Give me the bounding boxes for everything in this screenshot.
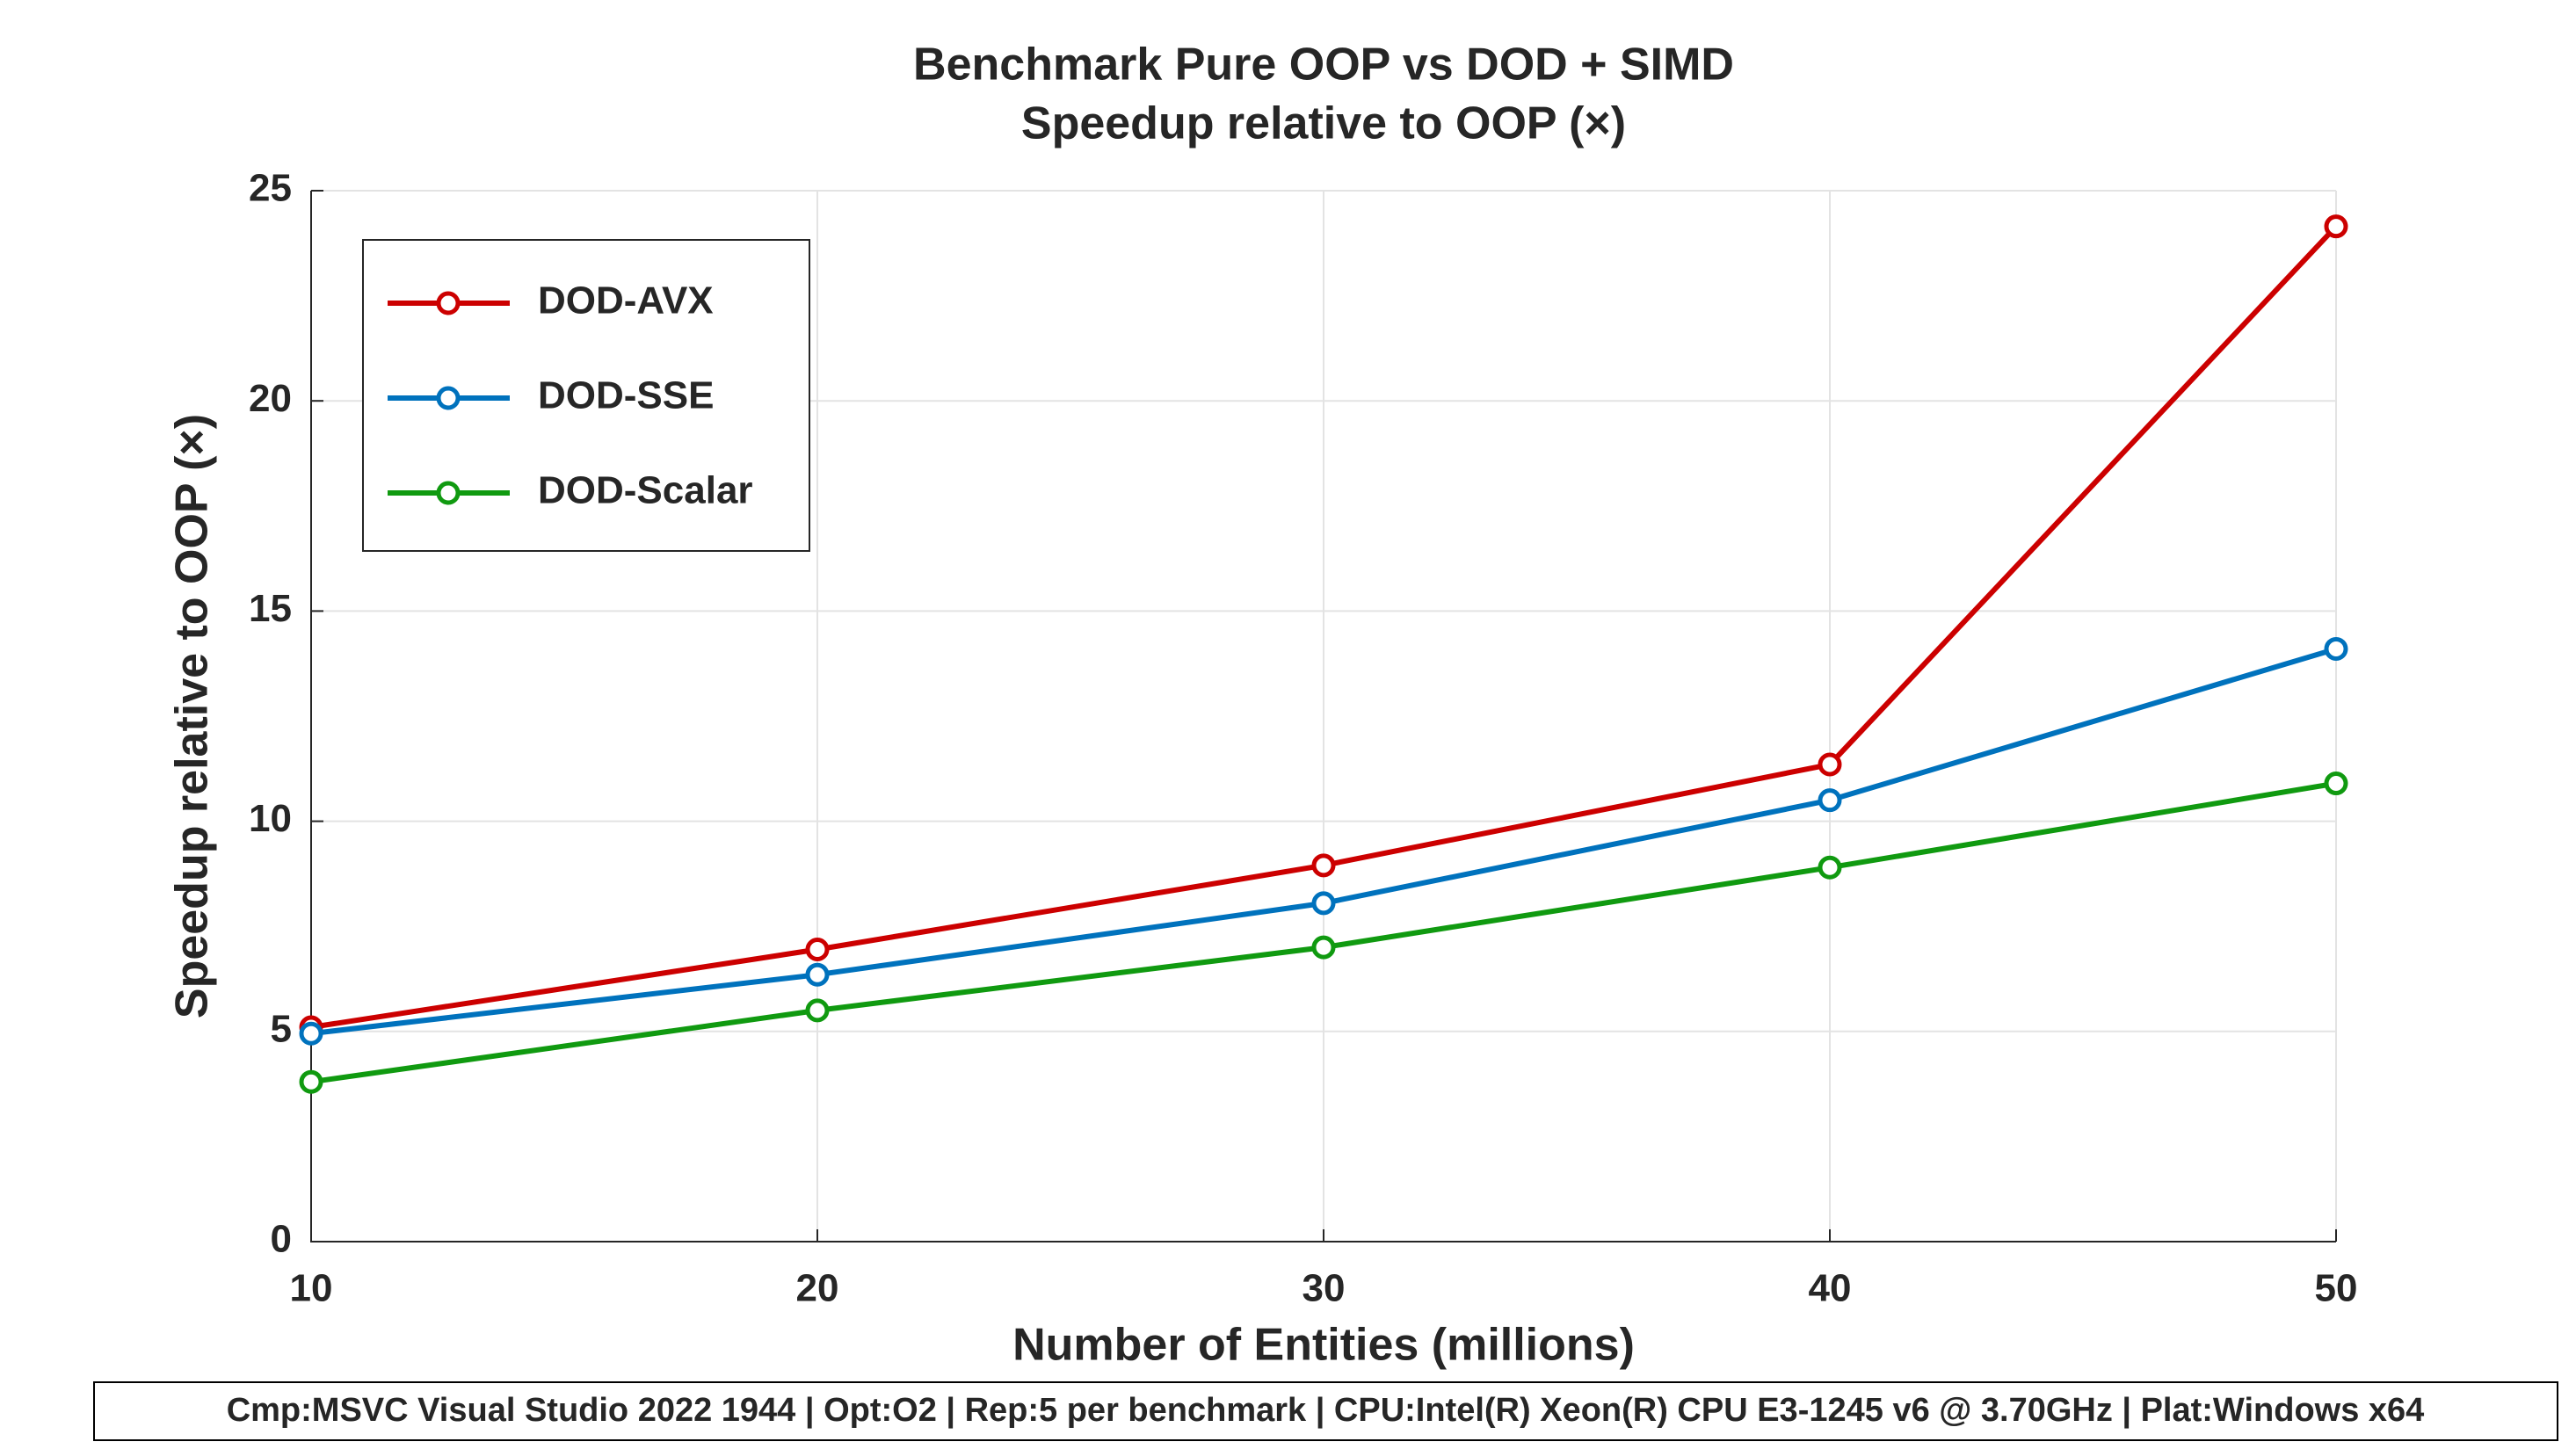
y-tick-label: 15 xyxy=(249,587,292,630)
x-axis-label: Number of Entities (millions) xyxy=(1012,1320,1635,1371)
x-tick-label: 50 xyxy=(2315,1267,2358,1310)
data-point xyxy=(1311,935,1336,960)
data-point xyxy=(2324,214,2348,239)
footer-box xyxy=(93,1381,2558,1441)
data-point xyxy=(805,962,830,987)
chart-title: Benchmark Pure OOP vs DOD + SIMD xyxy=(913,40,1734,91)
legend-marker xyxy=(436,386,461,410)
y-tick-label: 10 xyxy=(249,797,292,840)
data-point xyxy=(299,1021,323,1046)
data-point xyxy=(2324,772,2348,796)
footer: Cmp:MSVC Visual Studio 2022 1944 | Opt:O… xyxy=(227,1392,2425,1429)
y-tick-label: 0 xyxy=(271,1218,292,1261)
data-point xyxy=(805,938,830,962)
x-tick-label: 10 xyxy=(290,1267,333,1310)
legend-marker xyxy=(436,291,461,315)
y-tick-label: 5 xyxy=(271,1007,292,1050)
y-tick-label: 20 xyxy=(249,377,292,420)
data-point xyxy=(1818,788,1842,813)
data-point xyxy=(1818,855,1842,880)
data-point xyxy=(1818,752,1842,777)
data-point xyxy=(805,998,830,1023)
x-tick-label: 30 xyxy=(1303,1267,1346,1310)
data-point xyxy=(2324,636,2348,661)
legend-marker xyxy=(436,481,461,505)
y-axis-label: Speedup relative to OOP (×) xyxy=(167,414,218,1018)
axes xyxy=(310,191,2336,1243)
chart-subtitle: Speedup relative to OOP (×) xyxy=(1021,98,1626,149)
x-tick-label: 20 xyxy=(796,1267,839,1310)
y-tick-label: 25 xyxy=(249,167,292,210)
legend-label: DOD-SSE xyxy=(538,374,714,417)
legend-label: DOD-Scalar xyxy=(538,469,753,512)
legend-label: DOD-AVX xyxy=(538,279,714,322)
data-point xyxy=(1311,853,1336,878)
data-point xyxy=(1311,891,1336,916)
data-point xyxy=(299,1069,323,1094)
x-tick-label: 40 xyxy=(1809,1267,1852,1310)
